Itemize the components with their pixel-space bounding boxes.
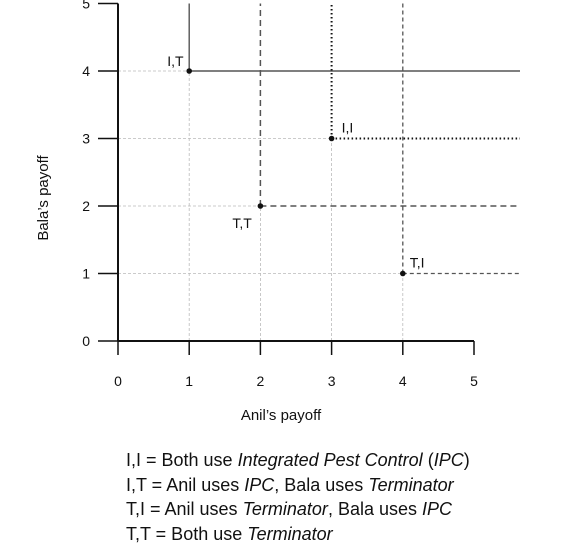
legend-text: (	[422, 450, 434, 470]
data-point	[257, 203, 264, 209]
y-tick-label: 5	[82, 0, 90, 12]
legend-emphasis: Terminator	[247, 523, 333, 544]
data-point	[328, 135, 335, 142]
legend-emphasis: IPC	[422, 499, 453, 519]
tick-layer: 0 1 2 3 4 5 0 1 2 3 4 5	[82, 0, 478, 389]
y-tick-label: 1	[82, 266, 90, 282]
x-tick-label: 3	[328, 373, 336, 389]
y-tick-label: 0	[82, 333, 90, 349]
legend-emphasis: IPC	[433, 450, 464, 470]
legend-text: , Bala uses	[327, 499, 422, 519]
y-tick-label: 2	[82, 198, 90, 214]
legend-text: T,T = Both use	[126, 523, 248, 544]
grid-layer	[118, 70, 404, 341]
legend-text: I,I = Both use	[126, 450, 238, 470]
legend-text: I,T = Anil uses	[126, 474, 245, 495]
data-point	[400, 270, 406, 277]
x-tick-label: 2	[257, 373, 265, 389]
point-label: I,I	[342, 120, 354, 136]
axis-layer	[117, 3, 474, 342]
legend-line: I,I = Both use Integrated Pest Control (…	[126, 448, 470, 473]
legend-emphasis: Integrated Pest Control	[237, 450, 423, 470]
point-layer: I,T T,T I,I T,I	[167, 53, 425, 277]
point-label: I,T	[167, 53, 184, 69]
x-tick-label: 0	[114, 373, 122, 389]
x-tick-label: 4	[399, 373, 407, 389]
x-tick-label: 5	[470, 373, 478, 389]
guide-layer	[188, 3, 520, 275]
y-tick-label: 4	[82, 63, 90, 79]
point-label: T,I	[410, 255, 425, 271]
legend-emphasis: Terminator	[242, 499, 328, 519]
legend-line: T,I = Anil uses Terminator, Bala uses IP…	[126, 497, 470, 522]
y-axis-label: Bala’s payoff	[35, 154, 52, 240]
legend-line: I,T = Anil uses IPC, Bala uses Terminato…	[126, 473, 470, 498]
x-axis-label: Anil’s payoff	[241, 407, 322, 424]
legend-text: , Bala uses	[274, 474, 369, 495]
legend: I,I = Both use Integrated Pest Control (…	[126, 448, 470, 546]
legend-text: T,I = Anil uses	[126, 499, 243, 519]
legend-emphasis: IPC	[244, 474, 275, 495]
legend-text: )	[463, 450, 470, 470]
y-tick-label: 3	[82, 131, 90, 147]
point-label: T,T	[232, 215, 252, 231]
data-point	[186, 68, 192, 74]
legend-line: T,T = Both use Terminator	[126, 522, 470, 547]
legend-emphasis: Terminator	[368, 474, 454, 495]
x-tick-label: 1	[185, 373, 193, 389]
